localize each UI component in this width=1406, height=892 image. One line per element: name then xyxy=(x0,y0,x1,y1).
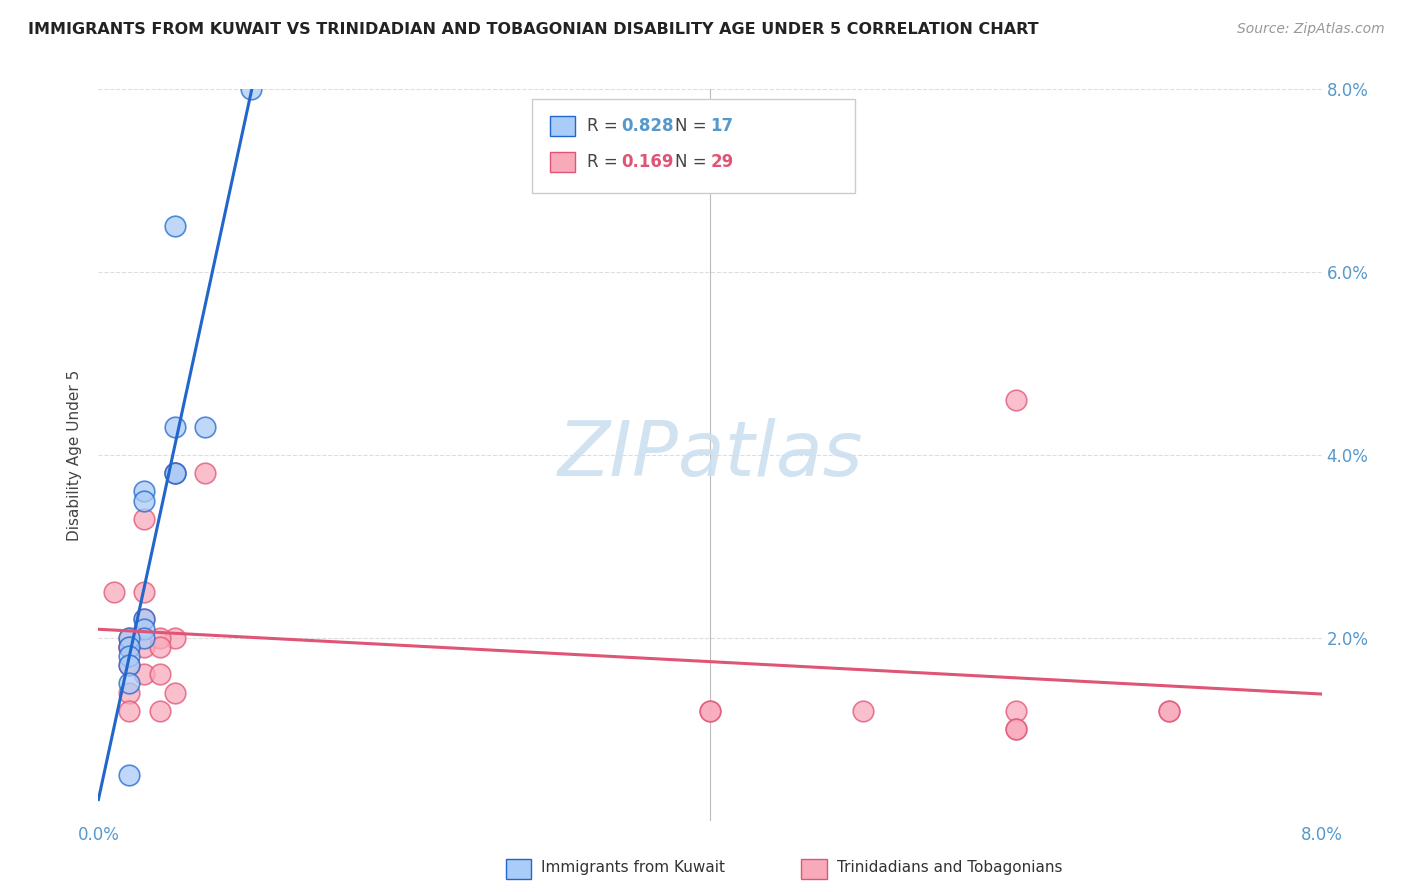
Point xyxy=(163,219,186,234)
Point xyxy=(134,640,156,654)
Text: Trinidadians and Tobagonians: Trinidadians and Tobagonians xyxy=(837,861,1062,875)
Text: N =: N = xyxy=(675,153,711,170)
Point xyxy=(163,466,186,480)
Text: 0.169: 0.169 xyxy=(621,153,675,170)
Point xyxy=(118,704,141,718)
Point xyxy=(134,484,156,499)
Point xyxy=(134,493,156,508)
Point xyxy=(134,585,156,599)
Text: R =: R = xyxy=(586,117,623,135)
Point xyxy=(134,667,156,681)
Point xyxy=(134,631,156,645)
Point xyxy=(134,512,156,526)
Point xyxy=(118,658,141,673)
Point xyxy=(163,685,186,699)
Point xyxy=(118,640,141,654)
Point xyxy=(149,631,172,645)
Point xyxy=(118,676,141,690)
Point xyxy=(118,658,141,673)
Point xyxy=(149,667,172,681)
Point xyxy=(1004,723,1026,737)
Text: 29: 29 xyxy=(710,153,734,170)
Point xyxy=(194,420,217,434)
Point xyxy=(134,613,156,627)
Point xyxy=(163,420,186,434)
Point xyxy=(1004,392,1026,407)
Point xyxy=(852,704,875,718)
Y-axis label: Disability Age Under 5: Disability Age Under 5 xyxy=(67,369,83,541)
Point xyxy=(134,613,156,627)
Text: N =: N = xyxy=(675,117,711,135)
Point xyxy=(699,704,721,718)
Point xyxy=(118,768,141,782)
Point xyxy=(1004,723,1026,737)
Text: ZIPatlas: ZIPatlas xyxy=(557,418,863,491)
Point xyxy=(118,640,141,654)
Text: Source: ZipAtlas.com: Source: ZipAtlas.com xyxy=(1237,22,1385,37)
Point xyxy=(149,704,172,718)
Point xyxy=(194,466,217,480)
Point xyxy=(118,631,141,645)
Text: R =: R = xyxy=(586,153,623,170)
Point xyxy=(118,649,141,664)
Point xyxy=(699,704,721,718)
Point xyxy=(134,622,156,636)
Point xyxy=(1157,704,1180,718)
Point xyxy=(163,466,186,480)
Point xyxy=(118,640,141,654)
Text: IMMIGRANTS FROM KUWAIT VS TRINIDADIAN AND TOBAGONIAN DISABILITY AGE UNDER 5 CORR: IMMIGRANTS FROM KUWAIT VS TRINIDADIAN AN… xyxy=(28,22,1039,37)
Point xyxy=(118,631,141,645)
Point xyxy=(103,585,125,599)
Point xyxy=(1004,704,1026,718)
Text: 17: 17 xyxy=(710,117,734,135)
Point xyxy=(163,631,186,645)
Point xyxy=(163,466,186,480)
Point xyxy=(149,640,172,654)
Point xyxy=(118,685,141,699)
Text: 0.828: 0.828 xyxy=(621,117,675,135)
Text: Immigrants from Kuwait: Immigrants from Kuwait xyxy=(541,861,725,875)
Point xyxy=(240,82,263,96)
Point xyxy=(1157,704,1180,718)
